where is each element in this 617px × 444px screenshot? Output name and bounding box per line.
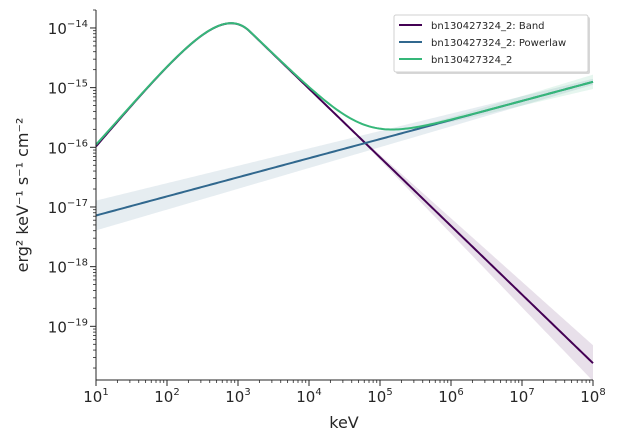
- confidence-band-1: [96, 78, 593, 231]
- y-tick-label: 10−15: [48, 79, 88, 98]
- x-axis-title: keV: [329, 413, 359, 432]
- y-tick-label: 10−18: [48, 258, 88, 277]
- y-axis-title: erg² keV⁻¹ s⁻¹ cm⁻²: [13, 118, 32, 273]
- y-tick-label: 10−14: [48, 19, 88, 38]
- legend: bn130427324_2: Band bn130427324_2: Powerl…: [393, 14, 590, 74]
- confidence-bands: [96, 23, 593, 382]
- x-tick-label: 108: [580, 387, 605, 406]
- x-tick-label: 107: [509, 387, 534, 406]
- legend-label: bn130427324_2: Powerlaw: [431, 38, 566, 49]
- y-tick-label: 10−16: [48, 138, 88, 157]
- y-tick-label: 10−17: [48, 198, 88, 217]
- y-ticks: 10−14 10−15 10−16 10−17 10−18 10−19: [48, 9, 96, 369]
- x-tick-label: 104: [296, 387, 321, 406]
- x-tick-label: 101: [83, 387, 108, 406]
- x-tick-label: 103: [225, 387, 250, 406]
- x-tick-label: 105: [367, 387, 392, 406]
- legend-label: bn130427324_2: Band: [431, 21, 545, 32]
- x-tick-label: 102: [154, 387, 179, 406]
- series-lines: [95, 22, 594, 364]
- x-ticks: 101 102 103 104 105 106 107 108: [83, 380, 606, 406]
- y-tick-label: 10−19: [48, 317, 88, 336]
- legend-box: [393, 14, 589, 73]
- axes: [95, 10, 593, 381]
- legend-label: bn130427324_2: [431, 55, 512, 66]
- x-tick-label: 106: [438, 387, 463, 406]
- series-line-2: [95, 22, 594, 146]
